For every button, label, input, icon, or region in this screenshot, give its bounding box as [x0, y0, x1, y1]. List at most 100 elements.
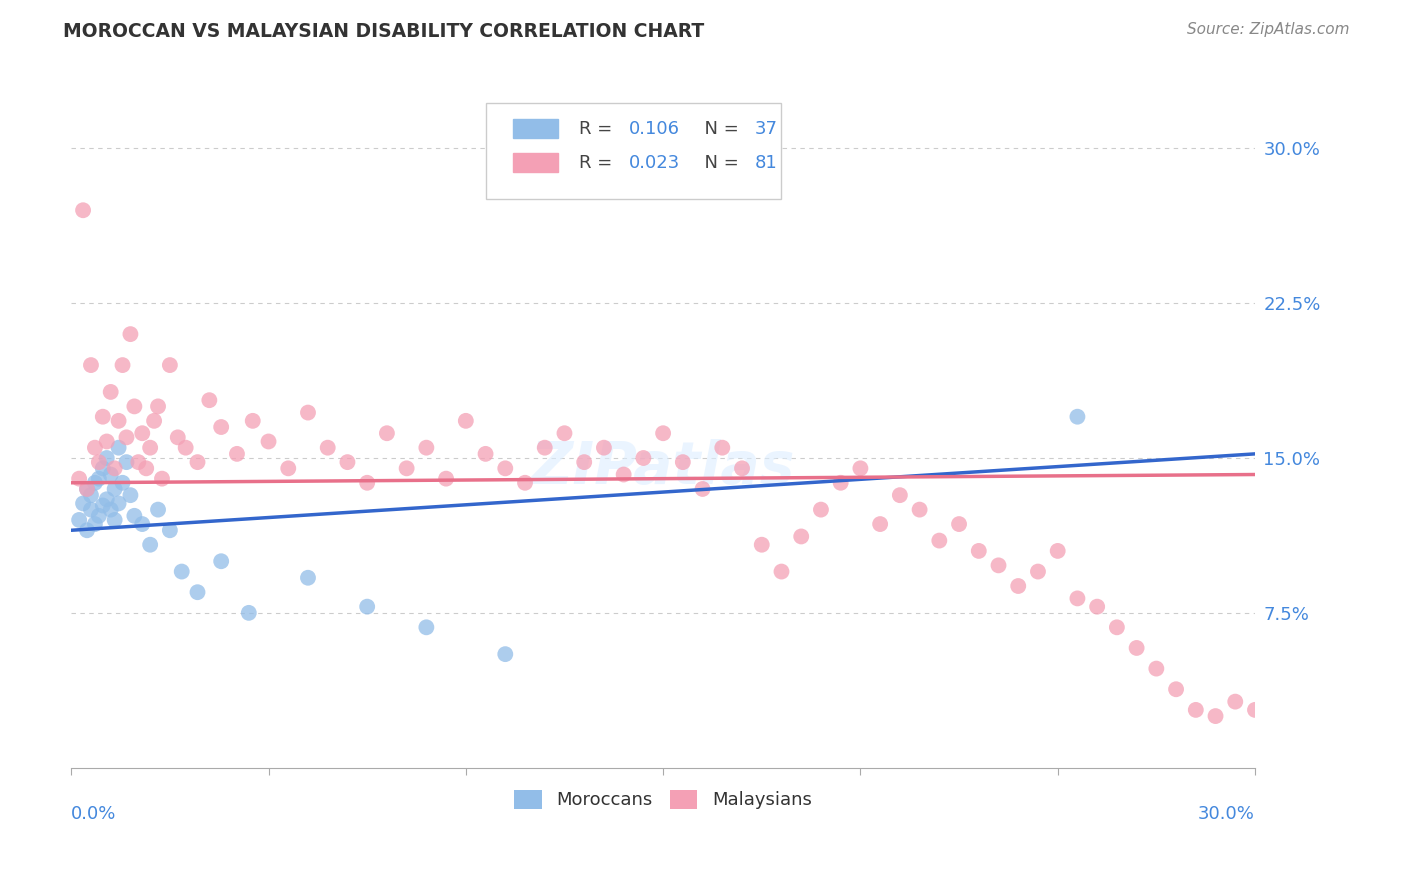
Point: [613, 467, 636, 482]
Text: 0.0%: 0.0%: [72, 805, 117, 823]
Point: [810, 502, 832, 516]
Text: R =: R =: [579, 153, 619, 171]
Point: [91, 499, 114, 513]
Point: [967, 544, 990, 558]
Point: [316, 441, 339, 455]
Point: [124, 508, 146, 523]
Point: [72, 496, 94, 510]
Point: [198, 393, 221, 408]
Point: [948, 517, 970, 532]
Point: [1026, 565, 1049, 579]
Point: [869, 517, 891, 532]
Point: [120, 327, 142, 342]
Point: [297, 571, 319, 585]
Point: [80, 488, 103, 502]
Point: [87, 508, 110, 523]
Point: [104, 482, 127, 496]
Point: [96, 450, 118, 465]
Text: 81: 81: [754, 153, 778, 171]
Point: [277, 461, 299, 475]
Point: [111, 475, 134, 490]
Point: [494, 647, 516, 661]
Point: [87, 472, 110, 486]
Text: 0.106: 0.106: [628, 120, 679, 137]
Point: [76, 523, 98, 537]
Point: [1164, 682, 1187, 697]
Point: [908, 502, 931, 516]
Point: [454, 414, 477, 428]
Point: [159, 358, 181, 372]
Point: [174, 441, 197, 455]
Point: [131, 426, 153, 441]
Point: [159, 523, 181, 537]
Point: [1144, 662, 1167, 676]
Point: [100, 502, 122, 516]
Point: [72, 203, 94, 218]
Point: [143, 414, 166, 428]
Point: [146, 400, 169, 414]
Point: [131, 517, 153, 532]
Point: [633, 450, 655, 465]
Point: [474, 447, 496, 461]
Point: [96, 434, 118, 449]
Point: [849, 461, 872, 475]
Point: [76, 482, 98, 496]
Point: [1066, 591, 1088, 606]
Point: [150, 472, 173, 486]
Point: [135, 461, 157, 475]
Point: [84, 475, 107, 490]
Point: [120, 488, 142, 502]
Point: [711, 441, 734, 455]
Point: [553, 426, 575, 441]
Point: [80, 502, 103, 516]
Point: [790, 529, 813, 543]
Point: [139, 441, 162, 455]
Point: [76, 482, 98, 496]
Point: [139, 538, 162, 552]
Point: [87, 455, 110, 469]
Point: [356, 475, 378, 490]
Point: [1046, 544, 1069, 558]
Point: [166, 430, 188, 444]
Point: [107, 441, 129, 455]
Point: [115, 455, 138, 469]
Point: [107, 414, 129, 428]
Point: [415, 441, 437, 455]
Point: [115, 430, 138, 444]
Point: [672, 455, 695, 469]
Point: [356, 599, 378, 614]
FancyBboxPatch shape: [485, 103, 782, 199]
Point: [1085, 599, 1108, 614]
Text: MOROCCAN VS MALAYSIAN DISABILITY CORRELATION CHART: MOROCCAN VS MALAYSIAN DISABILITY CORRELA…: [63, 22, 704, 41]
Point: [242, 414, 264, 428]
Point: [533, 441, 555, 455]
Text: N =: N =: [693, 153, 744, 171]
Point: [494, 461, 516, 475]
Point: [146, 502, 169, 516]
Point: [987, 558, 1010, 573]
Text: 0.023: 0.023: [628, 153, 681, 171]
Point: [928, 533, 950, 548]
Text: N =: N =: [693, 120, 744, 137]
Point: [100, 384, 122, 399]
Text: ZIPatlas: ZIPatlas: [531, 440, 796, 497]
Point: [1185, 703, 1208, 717]
Text: 30.0%: 30.0%: [1198, 805, 1256, 823]
Point: [111, 358, 134, 372]
Point: [91, 409, 114, 424]
Point: [889, 488, 911, 502]
Point: [238, 606, 260, 620]
Point: [1244, 703, 1267, 717]
Point: [91, 461, 114, 475]
Point: [67, 513, 90, 527]
Legend: Moroccans, Malaysians: Moroccans, Malaysians: [508, 783, 818, 816]
Point: [574, 455, 596, 469]
Point: [127, 455, 149, 469]
Point: [84, 441, 107, 455]
Point: [100, 467, 122, 482]
Point: [104, 513, 127, 527]
Point: [395, 461, 418, 475]
Point: [731, 461, 754, 475]
Point: [770, 565, 793, 579]
Point: [124, 400, 146, 414]
